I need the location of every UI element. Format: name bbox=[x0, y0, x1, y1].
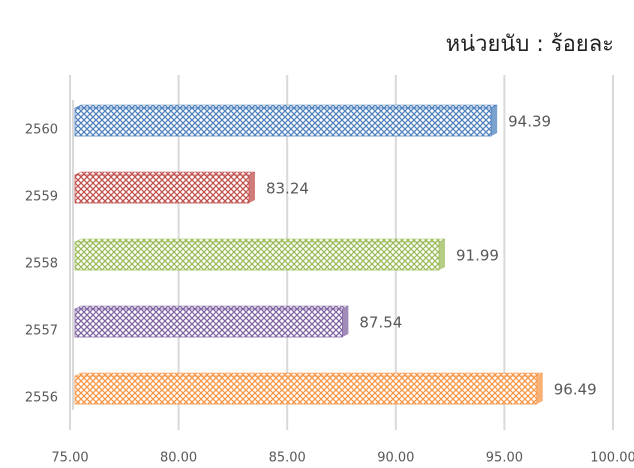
bar-side bbox=[491, 105, 498, 136]
x-tick-label: 85.00 bbox=[269, 451, 306, 466]
bar-top bbox=[74, 305, 349, 310]
value-label: 94.39 bbox=[508, 113, 551, 131]
y-tick-label: 2560 bbox=[25, 123, 58, 138]
bar bbox=[74, 308, 343, 338]
bar bbox=[74, 241, 440, 271]
x-tick-label: 90.00 bbox=[377, 451, 414, 466]
value-label: 83.24 bbox=[266, 180, 309, 198]
bar-top bbox=[74, 171, 256, 176]
bar bbox=[74, 107, 492, 137]
bar-side bbox=[342, 306, 349, 337]
bar-side bbox=[536, 373, 543, 404]
bar-top bbox=[74, 238, 446, 243]
bar bbox=[74, 375, 538, 405]
bar bbox=[74, 174, 250, 204]
bar-side bbox=[439, 239, 446, 270]
y-tick-label: 2558 bbox=[25, 257, 58, 272]
value-label: 91.99 bbox=[456, 247, 499, 265]
value-label: 96.49 bbox=[554, 381, 597, 399]
y-tick-label: 2556 bbox=[25, 391, 58, 406]
x-tick-label: 75.00 bbox=[51, 451, 88, 466]
unit-annotation: หน่วยนับ : ร้อยละ bbox=[446, 32, 614, 57]
bar-top bbox=[74, 104, 498, 109]
x-tick-label: 95.00 bbox=[486, 451, 523, 466]
y-tick-label: 2559 bbox=[25, 190, 58, 205]
bar-top bbox=[74, 372, 543, 377]
bar-side bbox=[248, 172, 255, 203]
x-tick-label: 100.00 bbox=[590, 451, 634, 466]
value-label: 87.54 bbox=[359, 314, 402, 332]
x-tick-label: 80.00 bbox=[160, 451, 197, 466]
y-tick-label: 2557 bbox=[25, 324, 58, 339]
